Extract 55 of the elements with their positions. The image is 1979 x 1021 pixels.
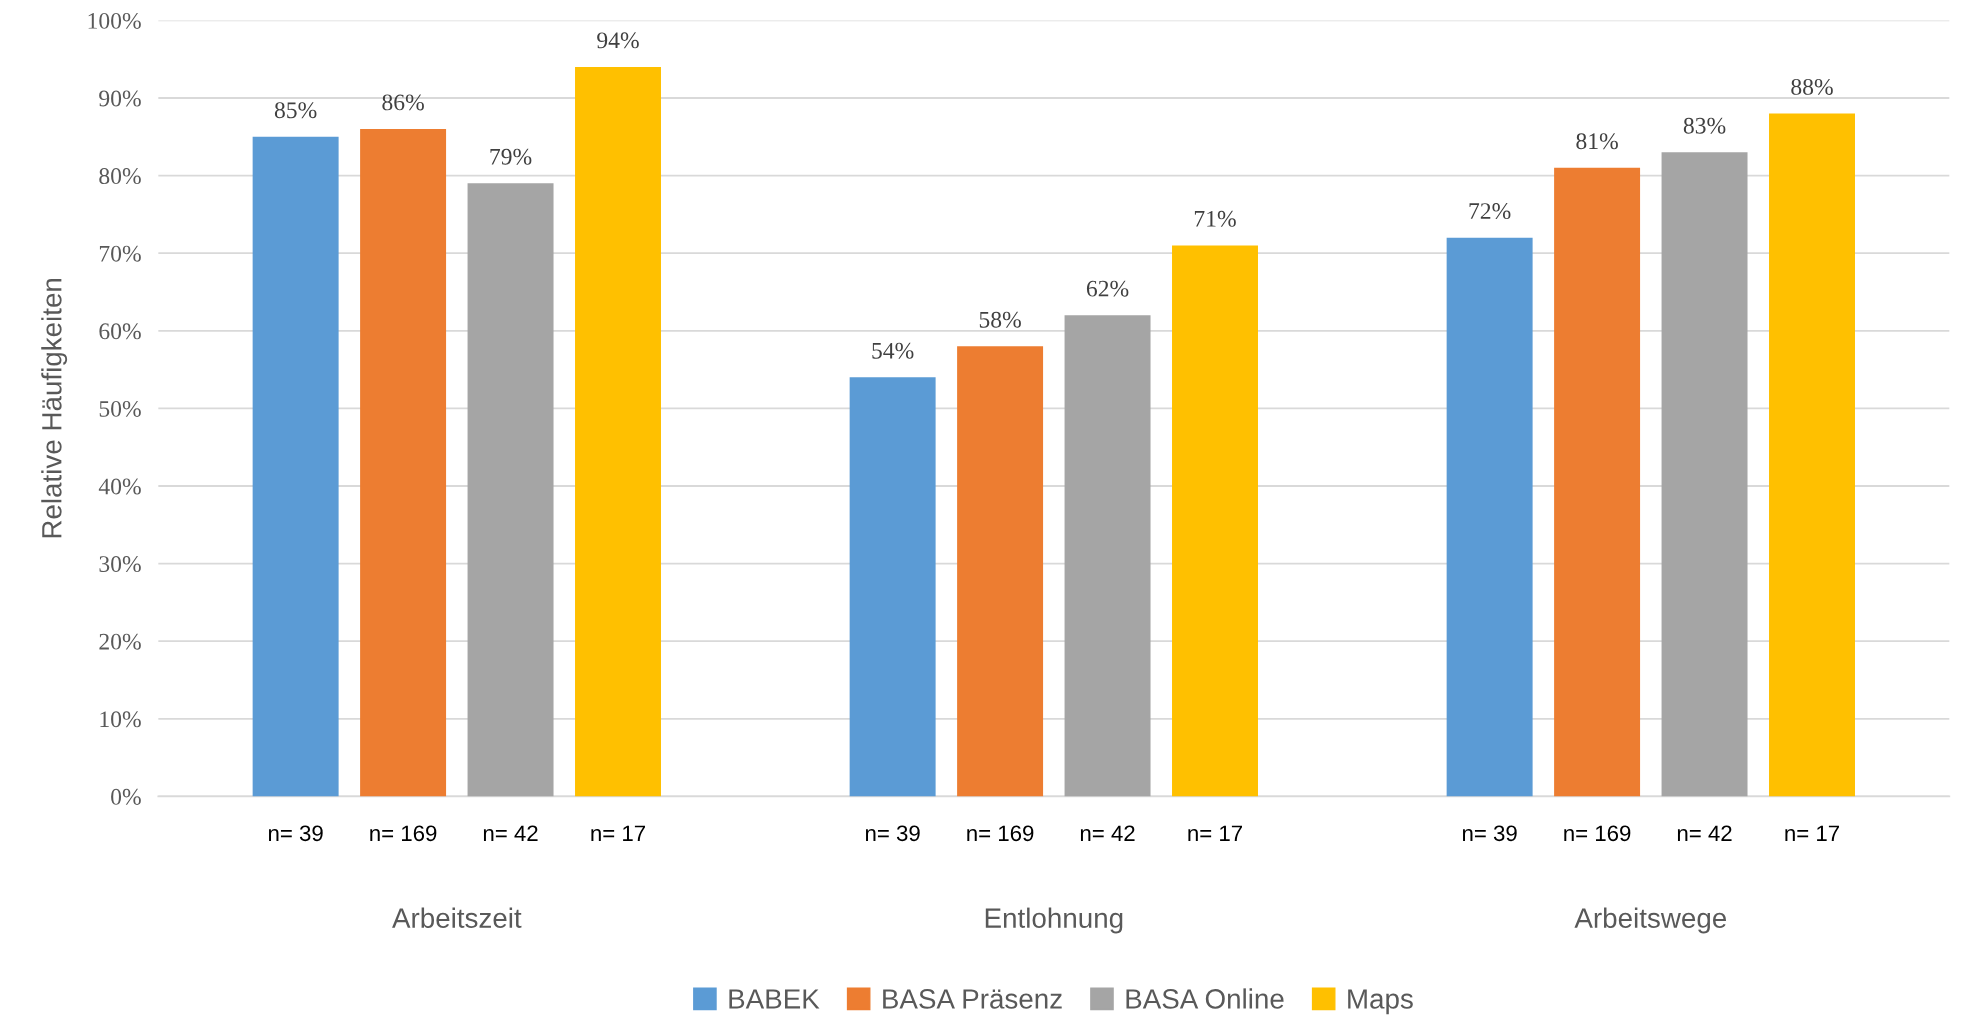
text: 71% <box>1194 210 1236 227</box>
text: 72% <box>1469 203 1511 220</box>
text: n= 39 <box>1462 825 1517 842</box>
bar <box>957 346 1044 797</box>
text: n= 17 <box>1785 825 1839 841</box>
y-tick-label: 20% <box>99 633 141 650</box>
bar <box>252 136 339 797</box>
text: 54% <box>872 342 914 359</box>
y-tick-label: 100% <box>88 12 141 29</box>
bar <box>849 377 936 797</box>
text: 81% <box>1576 133 1618 150</box>
text: n= 42 <box>1080 825 1135 841</box>
x-tick-label: Arbeitszeit <box>392 907 522 928</box>
y-tick-label: 0% <box>111 788 141 805</box>
text: n= 169 <box>967 825 1034 842</box>
y-tick-label: 60% <box>99 323 141 340</box>
y-tick-label: 70% <box>99 245 141 262</box>
y-tick-label: 90% <box>99 90 141 107</box>
text: 58% <box>979 311 1021 328</box>
y-tick-label: 40% <box>98 478 141 495</box>
text: n= 42 <box>1677 825 1732 841</box>
legend-label: Maps <box>1348 989 1413 1015</box>
y-tick-label: 30% <box>99 556 141 573</box>
bar <box>467 183 554 797</box>
text: n= 169 <box>1564 825 1631 842</box>
y-tick-label: 10% <box>100 711 141 728</box>
text: n= 17 <box>591 825 646 841</box>
bar <box>360 129 447 797</box>
legend-label: BASA Präsenz <box>883 989 1062 1009</box>
x-tick-label: Entlohnung <box>985 907 1123 934</box>
y-axis-title: Relative Häufigkeiten <box>41 278 68 538</box>
text: n= 39 <box>268 825 323 842</box>
legend-label: BASA Online <box>1126 988 1284 1009</box>
legend-label: BABEK <box>729 989 820 1009</box>
bar <box>1446 237 1533 797</box>
y-tick-label: 80% <box>99 168 141 185</box>
bar <box>1172 245 1258 797</box>
bar <box>1554 167 1641 797</box>
bar <box>1064 315 1151 797</box>
x-tick-label: Arbeitswege <box>1574 907 1727 934</box>
text: 62% <box>1086 280 1129 297</box>
text: 79% <box>490 148 532 165</box>
text: n= 42 <box>483 825 538 841</box>
text: n= 169 <box>370 825 437 842</box>
bar <box>1661 152 1748 797</box>
text: 88% <box>1791 78 1833 95</box>
text: n= 17 <box>1188 825 1243 841</box>
text: 85% <box>274 102 317 119</box>
text: n= 39 <box>865 825 920 842</box>
bar <box>575 66 661 797</box>
y-tick-label: 50% <box>99 400 141 417</box>
text: 94% <box>597 32 639 49</box>
text: 83% <box>1683 117 1726 134</box>
bar <box>1769 113 1855 797</box>
text: 86% <box>382 94 424 111</box>
